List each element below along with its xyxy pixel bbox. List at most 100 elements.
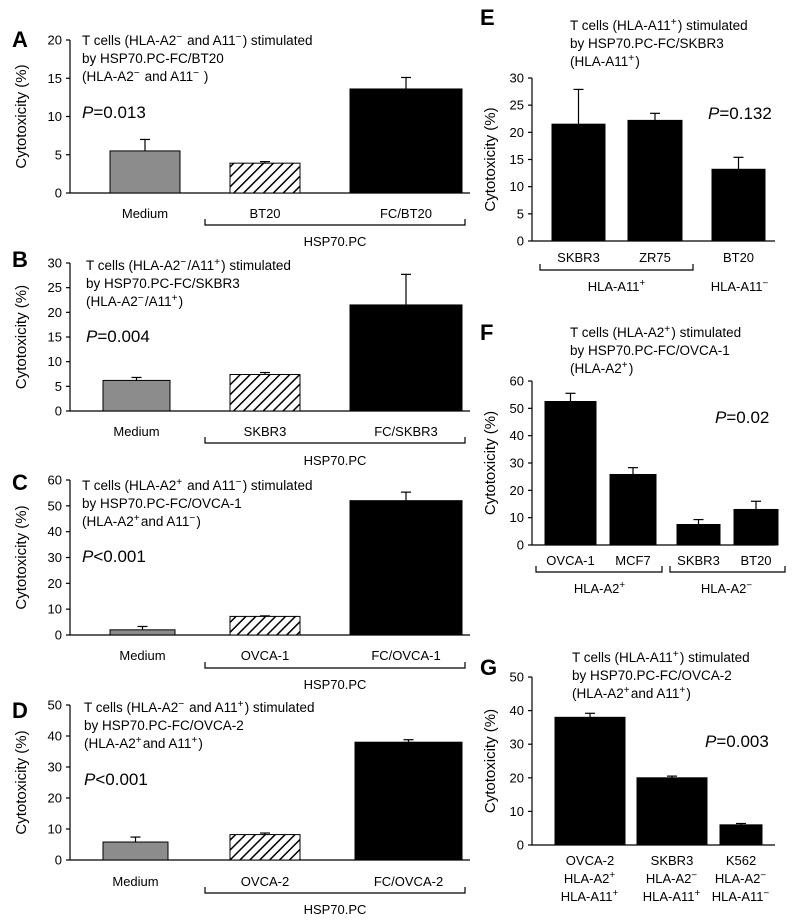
y-tick-label: 60 bbox=[48, 473, 62, 488]
bar-medium bbox=[102, 379, 171, 412]
x-category-label: SKBR3 bbox=[651, 853, 694, 868]
x-category-label: K562 bbox=[726, 853, 756, 868]
x-category-label: Medium bbox=[119, 648, 165, 663]
y-tick-label: 50 bbox=[510, 670, 524, 685]
y-axis-title: Cytotoxicity (%) bbox=[482, 107, 499, 211]
chart-title-line: (HLA-A2− /A11+ ) bbox=[86, 293, 183, 309]
bar-ovca-1 bbox=[229, 615, 301, 636]
p-value-label: P=0.003 bbox=[705, 732, 769, 751]
y-axis-title: Cytotoxicity (%) bbox=[13, 64, 30, 168]
group-bracket bbox=[204, 887, 466, 894]
x-category-label: OVCA-1 bbox=[546, 553, 594, 568]
bar-medium bbox=[102, 841, 169, 861]
y-tick-label: 5 bbox=[55, 379, 62, 394]
bar-k562 bbox=[719, 824, 763, 846]
chart-title-line: (HLA-A2+ ) bbox=[570, 360, 633, 376]
chart-title-line: by HSP70.PC-FC/OVCA-1 bbox=[570, 343, 730, 358]
panel-label: G bbox=[480, 655, 497, 680]
x-category-sublabel: HLA-A11+ bbox=[561, 888, 620, 904]
y-tick-label: 15 bbox=[510, 152, 524, 167]
chart-title-line: (HLA-A11+ ) bbox=[570, 53, 640, 69]
y-tick-label: 5 bbox=[517, 206, 524, 221]
y-tick-label: 0 bbox=[55, 628, 62, 643]
group-label: HLA-A2+ bbox=[574, 580, 626, 596]
group-bracket bbox=[539, 264, 694, 271]
y-tick-label: 0 bbox=[55, 186, 62, 201]
y-axis-title: Cytotoxicity (%) bbox=[13, 505, 30, 609]
y-tick-label: 25 bbox=[48, 280, 62, 295]
y-tick-label: 20 bbox=[510, 770, 524, 785]
chart-title-line: (HLA-A2− and A11− ) bbox=[82, 68, 208, 84]
y-tick-label: 20 bbox=[510, 125, 524, 140]
x-category-sublabel: HLA-A2− bbox=[646, 870, 698, 886]
x-category-label: Medium bbox=[112, 874, 158, 889]
bar-skbr3 bbox=[676, 524, 721, 546]
chart-panel-b: B 0 5 10 15 20 25 30 Cytotoxicity (%) T cells (HL… bbox=[12, 247, 470, 468]
chart-title-line: T cells (HLA-A11+ ) stimulated bbox=[570, 17, 748, 33]
group-bracket bbox=[669, 566, 786, 573]
panel-label: D bbox=[12, 698, 28, 723]
chart-title-line: T cells (HLA-A2+ and A11− ) stimulated bbox=[82, 477, 312, 493]
x-category-sublabel: HLA-A2− bbox=[715, 870, 767, 886]
chart-panel-d: D 0 10 20 30 40 50 Cytotoxicity (%) T cells (HLA… bbox=[12, 698, 470, 917]
group-bracket bbox=[204, 437, 466, 444]
chart-title-line: by HSP70.PC-FC/SKBR3 bbox=[86, 276, 240, 291]
group-label: HLA-A11− bbox=[711, 278, 770, 294]
x-category-label: FC/OVCA-1 bbox=[371, 648, 440, 663]
panel-label: E bbox=[480, 5, 495, 30]
chart-panel-g: G 0 10 20 30 40 50 Cytotoxicity (%) T cells (HLA… bbox=[480, 649, 775, 904]
x-category-label: BT20 bbox=[723, 250, 754, 265]
group-bracket bbox=[204, 662, 466, 669]
y-tick-label: 10 bbox=[48, 822, 62, 837]
bar-skbr3 bbox=[636, 777, 708, 846]
chart-title-line: T cells (HLA-A2− and A11− ) stimulated bbox=[82, 32, 312, 48]
chart-panel-a: A 0 5 10 15 20 Cytotoxicity (%) T cells (HLA-A2… bbox=[12, 27, 470, 249]
bar-mcf7 bbox=[609, 473, 657, 546]
p-value-label: P=0.132 bbox=[708, 104, 772, 123]
y-tick-label: 40 bbox=[48, 729, 62, 744]
x-category-label: FC/BT20 bbox=[380, 206, 432, 221]
x-category-label: BT20 bbox=[740, 553, 771, 568]
panel-label: C bbox=[12, 470, 28, 495]
bar-medium bbox=[109, 150, 181, 194]
chart-title-line: T cells (HLA-A2− and A11+ ) stimulated bbox=[84, 699, 314, 715]
y-tick-label: 30 bbox=[510, 71, 524, 86]
p-value-label: P<0.001 bbox=[82, 547, 146, 566]
group-label: HSP70.PC bbox=[304, 677, 367, 692]
y-tick-label: 25 bbox=[510, 98, 524, 113]
x-category-sublabel: HLA-A11+ bbox=[643, 888, 702, 904]
bar-bt20 bbox=[711, 168, 766, 242]
x-category-label: Medium bbox=[113, 424, 159, 439]
x-category-label: OVCA-2 bbox=[566, 853, 614, 868]
y-axis-title: Cytotoxicity (%) bbox=[13, 285, 30, 389]
y-tick-label: 20 bbox=[48, 576, 62, 591]
y-tick-label: 0 bbox=[55, 853, 62, 868]
y-axis-title: Cytotoxicity (%) bbox=[482, 411, 499, 515]
bar-skbr3 bbox=[551, 123, 606, 242]
chart-title-line: T cells (HLA-A2− /A11+ ) stimulated bbox=[86, 257, 291, 273]
x-category-label: MCF7 bbox=[615, 553, 650, 568]
bar-bt20 bbox=[229, 162, 301, 194]
bar-zr75 bbox=[627, 119, 683, 242]
x-category-label: SKBR3 bbox=[244, 424, 287, 439]
chart-panel-e: E 0 5 10 15 20 25 30 Cytotoxicity (%) T cells (HL… bbox=[480, 5, 775, 294]
y-tick-label: 30 bbox=[48, 550, 62, 565]
chart-title-line: (HLA-A2+ and A11+ ) bbox=[84, 735, 203, 751]
y-tick-label: 40 bbox=[48, 524, 62, 539]
group-label: HLA-A2− bbox=[701, 580, 753, 596]
x-category-label: Medium bbox=[122, 206, 168, 221]
panel-label: B bbox=[12, 247, 28, 272]
chart-title-line: by HSP70.PC-FC/OVCA-2 bbox=[84, 718, 244, 733]
panel-label: F bbox=[480, 320, 493, 345]
x-category-sublabel: HLA-A11− bbox=[712, 888, 771, 904]
bar-fc-ovca-2 bbox=[354, 741, 463, 861]
x-category-sublabel: HLA-A2+ bbox=[564, 870, 616, 886]
y-axis-title: Cytotoxicity (%) bbox=[13, 730, 30, 834]
y-tick-label: 20 bbox=[48, 791, 62, 806]
chart-panel-f: F 0 10 20 30 40 50 60 Cytotoxicity (%) T cells (H… bbox=[480, 320, 786, 596]
x-category-label: SKBR3 bbox=[677, 553, 720, 568]
p-value-label: P=0.013 bbox=[82, 103, 146, 122]
group-bracket bbox=[535, 566, 663, 573]
y-tick-label: 50 bbox=[510, 401, 524, 416]
